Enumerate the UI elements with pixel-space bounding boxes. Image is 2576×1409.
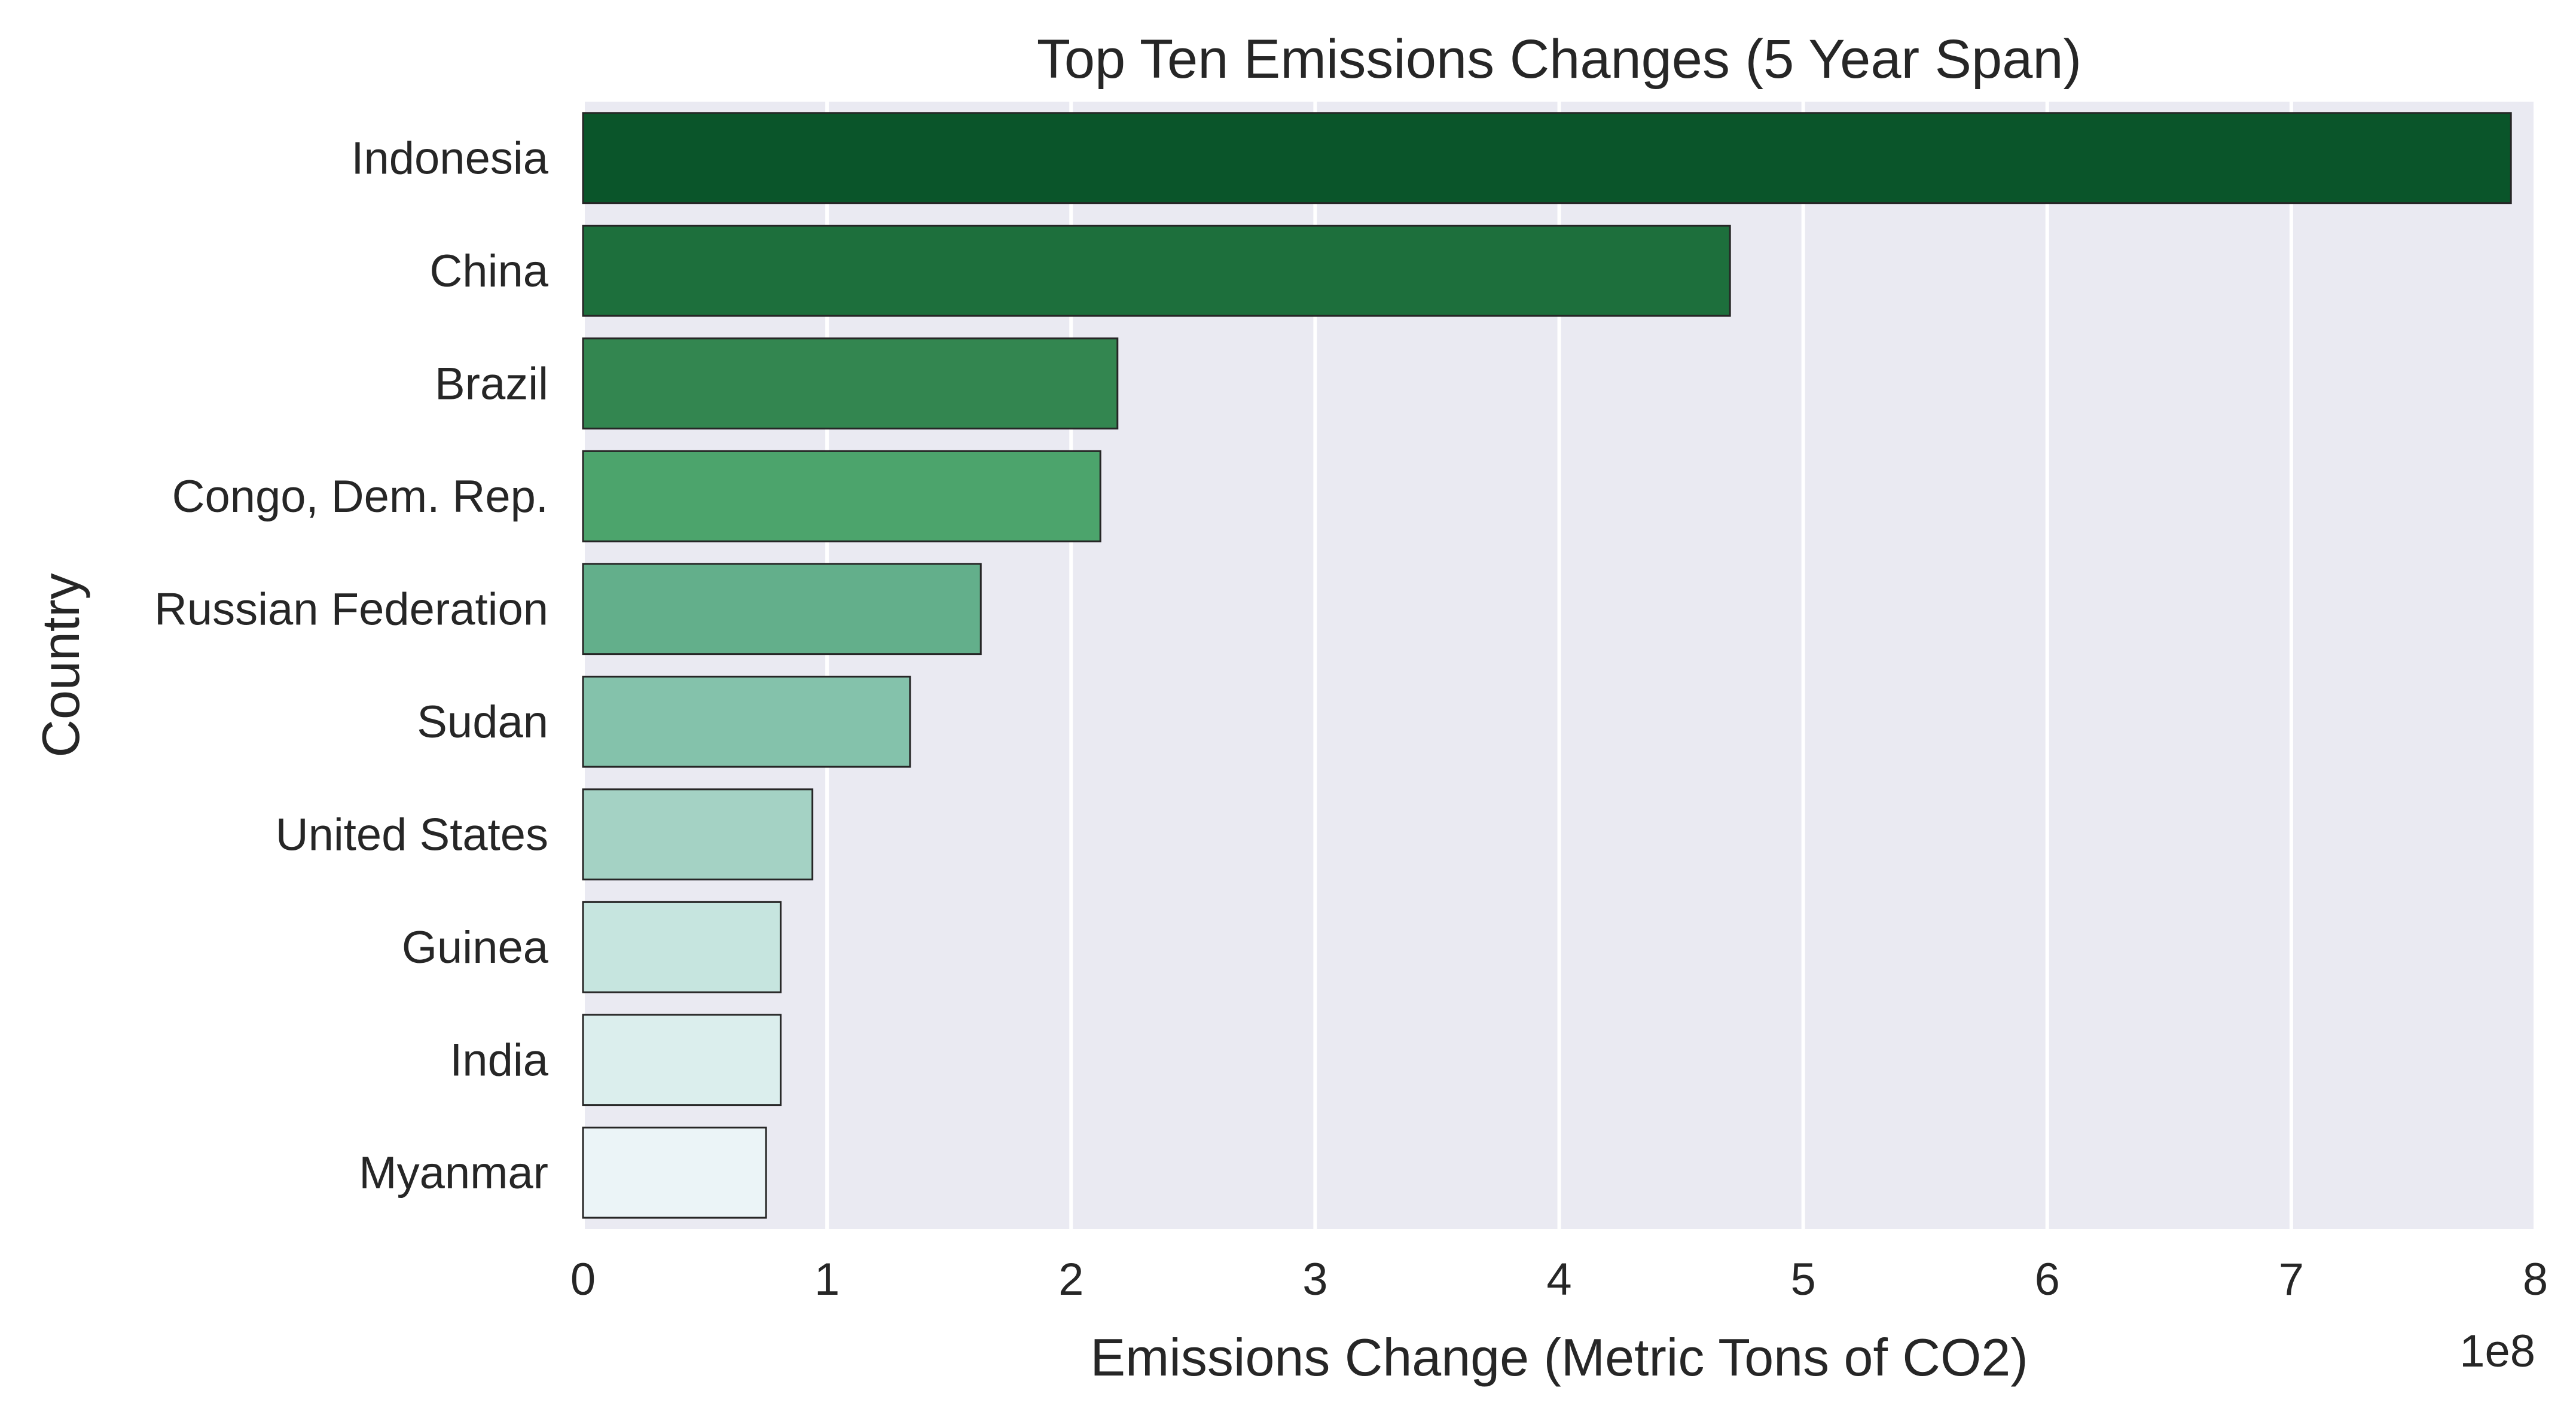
x-tick-label: 8 — [2523, 1254, 2548, 1305]
y-axis-label: Country — [31, 573, 90, 757]
bar — [582, 1014, 782, 1106]
y-tick-labels: Indonesia China Brazil Congo, Dem. Rep. Russ… — [154, 133, 549, 1198]
y-tick-label: United States — [276, 809, 548, 860]
x-tick-label: 6 — [2035, 1254, 2060, 1305]
x-tick-label: 7 — [2279, 1254, 2304, 1305]
x-tick-label: 2 — [1058, 1254, 1083, 1305]
x-tick-label: 1 — [814, 1254, 840, 1305]
y-tick-label: Indonesia — [351, 133, 548, 184]
y-tick-label: Congo, Dem. Rep. — [172, 471, 548, 522]
x-axis-label: Emissions Change (Metric Tons of CO2) — [1090, 1328, 2028, 1387]
y-tick-label: India — [450, 1035, 549, 1085]
bar — [582, 337, 1119, 430]
x-axis-offset-label: 1e8 — [2459, 1326, 2535, 1377]
bar — [582, 788, 814, 881]
y-tick-label: China — [429, 246, 548, 297]
x-tick-labels: 0 1 2 3 4 5 6 7 8 — [570, 1254, 2548, 1305]
bar — [582, 450, 1101, 542]
y-tick-label: Sudan — [417, 697, 548, 748]
y-tick-label: Guinea — [402, 922, 549, 973]
bar — [582, 563, 982, 655]
x-tick-label: 3 — [1302, 1254, 1327, 1305]
x-tick-label: 0 — [570, 1254, 596, 1305]
bar — [582, 675, 911, 768]
y-tick-label: Russian Federation — [154, 584, 548, 635]
bar — [582, 1126, 767, 1219]
bar — [582, 224, 1731, 317]
x-tick-label: 4 — [1546, 1254, 1571, 1305]
bars — [582, 112, 2512, 1219]
y-tick-label: Myanmar — [359, 1148, 548, 1198]
bar — [582, 112, 2512, 205]
bar — [582, 901, 782, 993]
chart-title: Top Ten Emissions Changes (5 Year Span) — [1037, 29, 2081, 90]
y-tick-label: Brazil — [435, 358, 548, 409]
x-tick-label: 5 — [1790, 1254, 1815, 1305]
